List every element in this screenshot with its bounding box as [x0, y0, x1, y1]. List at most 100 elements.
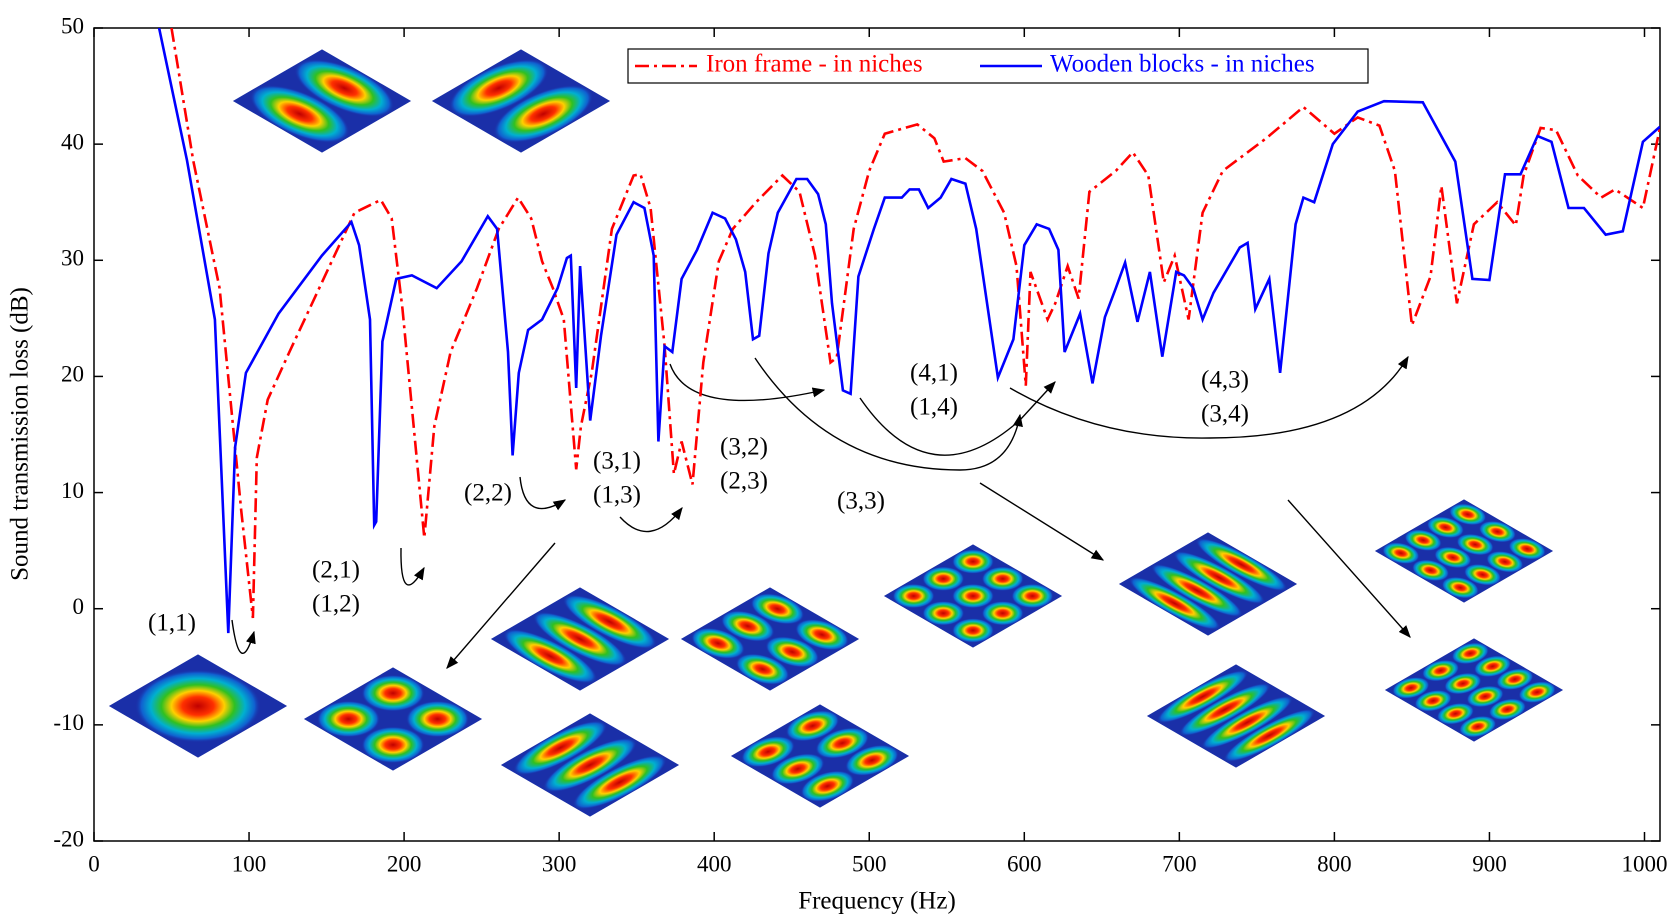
- mode-lobe: [952, 583, 994, 609]
- mode-image: [680, 587, 860, 691]
- mode-lobe: [845, 744, 899, 776]
- mode-lobe: [493, 85, 594, 143]
- mode-lobe: [785, 710, 840, 742]
- mode-lobe: [1464, 563, 1502, 586]
- mode-lobe: [1392, 677, 1430, 699]
- y-tick-label: 10: [61, 478, 84, 503]
- mode-lobe: [1201, 695, 1294, 750]
- mode-lobe: [750, 593, 805, 625]
- mode-shape-images: [108, 49, 1564, 817]
- x-tick-label: 1000: [1621, 851, 1667, 876]
- mode-lobe: [922, 566, 965, 591]
- mode-lobe: [800, 770, 855, 802]
- legend: Iron frame - in niches Wooden blocks - in…: [627, 48, 1369, 84]
- arrow: [619, 506, 683, 533]
- y-tick-label: 50: [61, 13, 84, 38]
- mode-lobe: [981, 566, 1024, 591]
- y-tick-label: -20: [53, 826, 84, 851]
- mode-lobe: [1474, 655, 1512, 678]
- mode-lobe: [1441, 576, 1479, 599]
- mode-lobe: [1459, 715, 1497, 738]
- x-tick-label: 600: [1007, 851, 1042, 876]
- mode-lobe: [135, 669, 261, 743]
- mode-lobe: [741, 736, 795, 768]
- mode-image: [1384, 638, 1564, 742]
- mode-lobe: [294, 59, 395, 117]
- arrow: [859, 381, 1056, 456]
- mode-lobe: [406, 700, 470, 738]
- mode-lobe: [1486, 551, 1524, 573]
- mode-label: (1,2): [312, 591, 360, 618]
- mode-lobe: [1444, 672, 1482, 695]
- mode-lobe: [815, 727, 870, 759]
- x-tick-label: 200: [387, 851, 422, 876]
- mode-lobe: [1466, 685, 1504, 708]
- y-tick-label: 40: [61, 129, 84, 154]
- arrow: [979, 482, 1105, 561]
- mode-lobe: [1456, 533, 1494, 556]
- mode-lobe: [735, 653, 790, 685]
- mode-lobe: [1178, 682, 1271, 737]
- mode-label: (1,3): [593, 482, 641, 509]
- mode-lobe: [952, 549, 994, 574]
- mode-lobe: [513, 720, 608, 776]
- mode-image: [108, 654, 288, 758]
- mode-lobe: [1382, 542, 1420, 564]
- x-tick-label: 0: [88, 851, 100, 876]
- series-line: [157, 28, 1660, 634]
- x-tick-label: 800: [1317, 851, 1352, 876]
- mode-image: [232, 49, 412, 153]
- arrow: [400, 547, 425, 586]
- mode-image: [490, 587, 670, 691]
- mode-lobe: [1404, 529, 1442, 551]
- mode-lobe: [572, 754, 667, 810]
- mode-lobe: [1223, 708, 1316, 763]
- mode-lobe: [770, 753, 825, 785]
- x-axis-title: Frequency (Hz): [798, 888, 956, 915]
- legend-label: Wooden blocks - in niches: [1050, 51, 1315, 78]
- mode-lobe: [361, 674, 425, 712]
- mode-lobe: [543, 737, 637, 793]
- plot-area: 0 100 200 300 400 500 600 700 800 900 1000 -20 -10 0 1…: [53, 13, 1667, 876]
- arrow: [754, 357, 1023, 471]
- mode-lobe: [503, 628, 598, 684]
- y-tick-label: 0: [73, 594, 85, 619]
- mode-lobe: [1414, 690, 1452, 712]
- mode-lobe: [691, 627, 745, 659]
- mode-image: [431, 49, 611, 153]
- mode-label: (1,1): [148, 610, 196, 637]
- mode-lobe: [533, 611, 627, 667]
- y-tick-label: 20: [61, 362, 84, 387]
- mode-lobe: [922, 601, 965, 626]
- mode-label: (3,4): [1201, 401, 1249, 428]
- mode-lobe: [1478, 520, 1516, 543]
- mode-lobe: [316, 700, 380, 738]
- mode-label: (3,1): [593, 448, 641, 475]
- mode-label: (4,1): [910, 360, 958, 387]
- x-tick-label: 400: [697, 851, 732, 876]
- arrows: [231, 355, 1411, 669]
- mode-lobe: [1156, 669, 1249, 724]
- mode-lobe: [765, 636, 820, 668]
- x-tick-label: 700: [1162, 851, 1197, 876]
- mode-image: [500, 713, 680, 817]
- mode-image: [1118, 532, 1298, 636]
- mode-lobe: [1436, 702, 1474, 725]
- mode-image: [1146, 664, 1326, 768]
- y-tick-label: -10: [53, 710, 84, 735]
- mode-label: (2,3): [720, 468, 768, 495]
- y-tick-label: 30: [61, 246, 84, 271]
- mode-image: [883, 544, 1063, 648]
- y-axis-title: Sound transmission loss (dB): [7, 287, 34, 581]
- mode-lobe: [1518, 681, 1556, 703]
- mode-lobe: [448, 59, 549, 117]
- x-tick-label: 300: [542, 851, 577, 876]
- legend-label: Iron frame - in niches: [706, 51, 923, 78]
- mode-label: (3,2): [720, 434, 768, 461]
- mode-label: (2,1): [312, 557, 360, 584]
- mode-lobe: [952, 618, 994, 643]
- mode-lobe: [1412, 559, 1450, 582]
- arrow: [519, 476, 567, 511]
- mode-lobe: [1426, 516, 1464, 539]
